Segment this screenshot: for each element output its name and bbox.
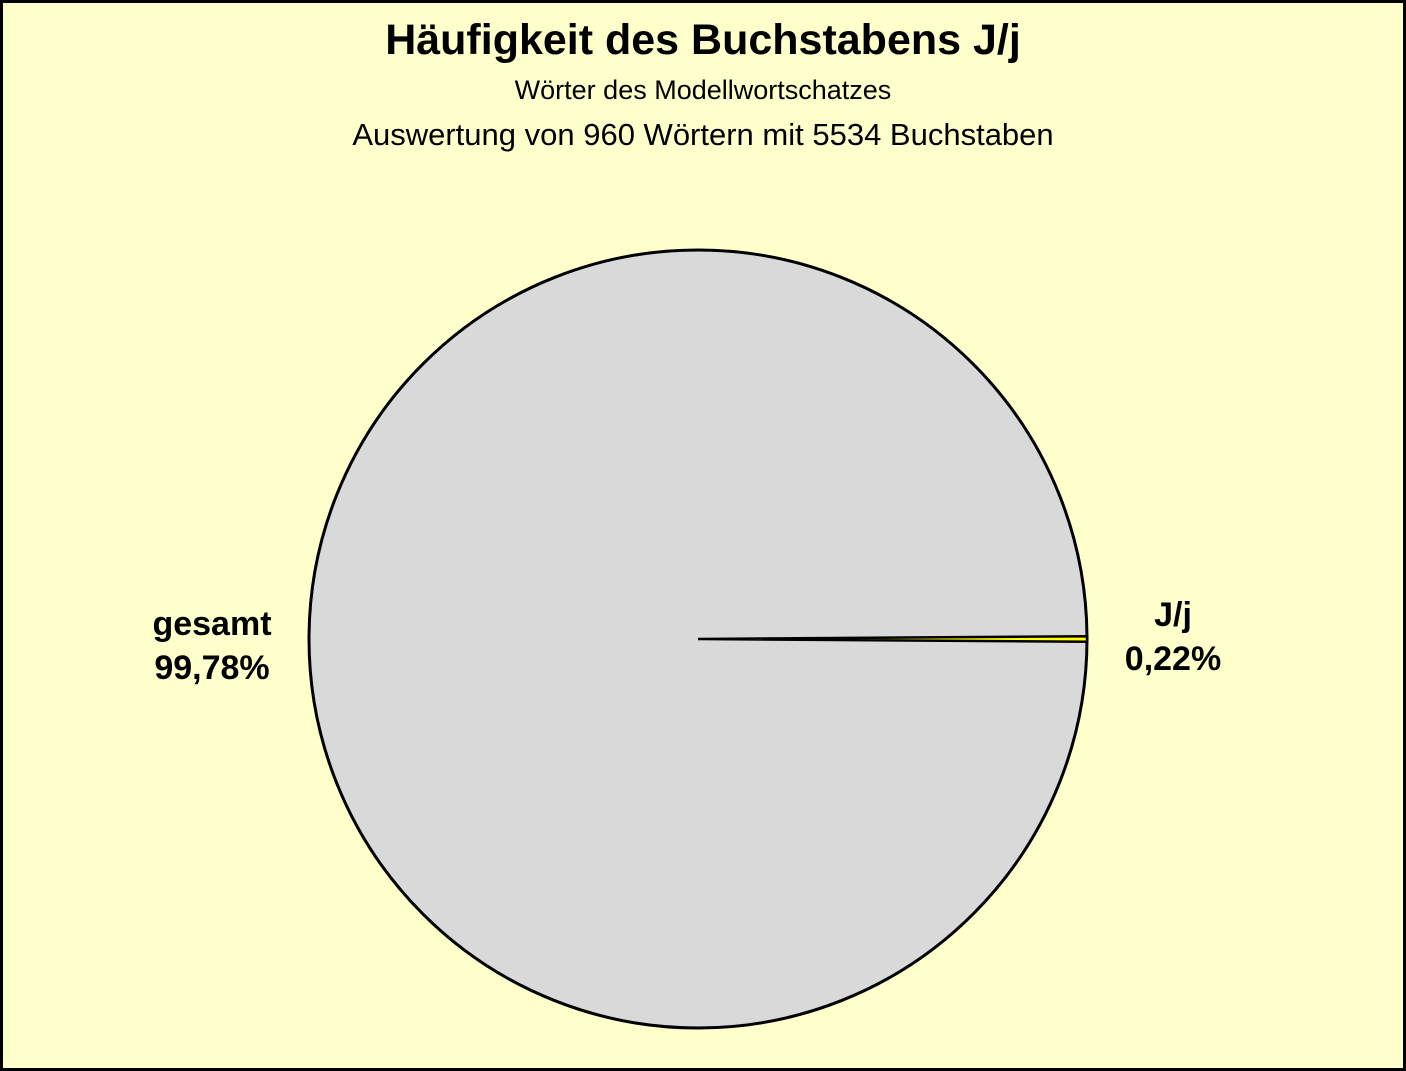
slice-label-gesamt-name: gesamt <box>152 605 272 643</box>
slice-label-gesamt-value: 99,78% <box>154 649 270 687</box>
slice-label-gesamt: gesamt 99,78% <box>152 602 271 690</box>
chart-description: Auswertung von 960 Wörtern mit 5534 Buch… <box>352 117 1054 152</box>
slice-label-jj-name: J/j <box>1154 596 1192 634</box>
slice-label-jj-value: 0,22% <box>1124 640 1222 678</box>
chart-subtitle: Wörter des Modellwortschatzes <box>514 75 892 105</box>
chart-title: Häufigkeit des Buchstabens J/j <box>385 16 1021 64</box>
chart-header: Häufigkeit des Buchstabens J/j Wörter de… <box>3 3 1403 153</box>
slice-label-jj: J/j 0,22% <box>1125 593 1221 681</box>
pie-chart-svg <box>307 248 1089 1030</box>
pie-slice-jj <box>697 635 1089 643</box>
